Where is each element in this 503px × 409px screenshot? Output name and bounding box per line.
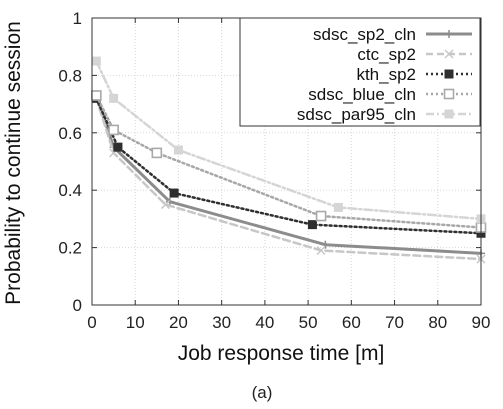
data-point <box>316 245 326 256</box>
x-tick-label: 80 <box>428 313 447 332</box>
legend-box <box>239 17 481 127</box>
data-point <box>165 197 174 206</box>
x-tick-label: 70 <box>385 313 404 332</box>
data-point <box>109 93 119 103</box>
data-point <box>160 200 171 210</box>
data-point <box>91 90 102 101</box>
x-tick-label: 20 <box>169 313 188 332</box>
legend-label: sdsc_par95_cln <box>297 105 416 124</box>
x-tick-label: 30 <box>212 313 231 332</box>
legend-marker <box>445 30 453 38</box>
legend-label: sdsc_sp2_cln <box>313 25 416 44</box>
y-tick-label: 1 <box>73 9 82 28</box>
legend-marker <box>444 49 454 59</box>
legend-label: kth_sp2 <box>356 65 416 84</box>
series-group <box>91 56 486 224</box>
series-line <box>95 97 483 261</box>
legend-label: sdsc_blue_cln <box>308 85 416 104</box>
y-tick-label: 0.6 <box>58 124 82 143</box>
y-tick-label: 0.4 <box>58 181 82 200</box>
x-tick-label: 90 <box>472 313 491 332</box>
data-point <box>333 202 343 212</box>
y-tick-label: 0.8 <box>58 66 82 85</box>
data-point <box>315 210 327 222</box>
x-tick-label: 60 <box>342 313 361 332</box>
y-tick-label: 0.2 <box>58 239 82 258</box>
x-tick-label: 50 <box>299 313 318 332</box>
data-point <box>169 188 179 198</box>
data-point <box>113 142 123 152</box>
data-point <box>151 147 163 159</box>
legend-marker <box>444 109 454 119</box>
figure-caption: (a) <box>252 383 273 402</box>
x-tick-label: 0 <box>87 313 96 332</box>
data-point <box>91 56 101 66</box>
y-tick-label: 0 <box>73 296 82 315</box>
x-tick-label: 10 <box>126 313 145 332</box>
data-point <box>108 124 119 136</box>
axes-layer: 0 10 20 30 40 50 60 70 80 90 0 0.2 0.4 0.6 0.8 1 <box>58 9 490 332</box>
legend: sdsc_sp2_clnctc_sp2kth_sp2sdsc_blue_clns… <box>239 17 481 127</box>
x-axis-title: Job response time [m] <box>178 342 385 365</box>
legend-marker <box>444 69 454 79</box>
legend-marker <box>443 88 455 100</box>
legend-label: ctc_sp2 <box>357 45 416 64</box>
x-tick-label: 40 <box>255 313 274 332</box>
y-axis-title: Probability to continue session <box>2 21 25 305</box>
data-point <box>307 220 317 230</box>
data-point <box>173 145 183 155</box>
data-point <box>321 240 330 249</box>
